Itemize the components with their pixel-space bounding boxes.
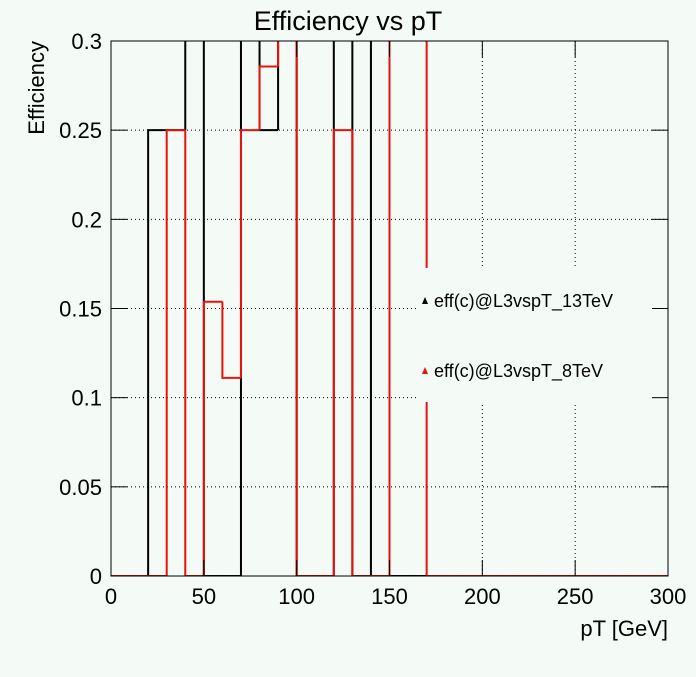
histogram-step bbox=[295, 41, 316, 576]
chart-title: Efficiency vs pT bbox=[254, 6, 443, 36]
y-tick-label: 0.1 bbox=[71, 386, 102, 411]
legend-marker bbox=[422, 297, 428, 304]
plot-area bbox=[111, 41, 668, 576]
legend-label: eff(c)@L3vspT_8TeV bbox=[434, 361, 603, 382]
y-tick-label: 0.25 bbox=[59, 118, 102, 143]
legend-label: eff(c)@L3vspT_13TeV bbox=[434, 291, 613, 312]
y-axis-title: Efficiency bbox=[24, 41, 49, 135]
y-tick-label: 0.3 bbox=[71, 29, 102, 54]
histogram-step bbox=[184, 41, 187, 131]
histogram-step bbox=[258, 65, 279, 131]
histogram-step bbox=[221, 301, 241, 379]
x-axis-title: pT [GeV] bbox=[580, 616, 668, 641]
legend: eff(c)@L3vspT_13TeV eff(c)@L3vspT_8TeV bbox=[422, 291, 613, 382]
y-tick-label: 0.05 bbox=[59, 475, 102, 500]
histogram-step bbox=[351, 130, 371, 576]
y-tick-label: 0 bbox=[90, 564, 102, 589]
x-tick-label: 100 bbox=[278, 584, 315, 609]
legend-box bbox=[418, 268, 668, 402]
histogram-step bbox=[332, 129, 353, 576]
histogram-step bbox=[202, 41, 223, 576]
y-tick-label: 0.2 bbox=[71, 207, 102, 232]
histogram-step bbox=[369, 41, 372, 576]
y-tick-label: 0.15 bbox=[59, 297, 102, 322]
histogram-step bbox=[277, 41, 280, 67]
histogram-step bbox=[147, 129, 167, 576]
histogram-step bbox=[277, 41, 280, 131]
x-tick-label: 50 bbox=[192, 584, 216, 609]
histogram-step bbox=[202, 300, 223, 576]
histogram-step bbox=[239, 129, 260, 378]
x-tick-label: 200 bbox=[464, 584, 501, 609]
axes: 0 50 100 150 200 250 300 0 0.05 0.1 0.15 0.2 0.25 0.3 bbox=[59, 29, 686, 609]
x-tick-label: 0 bbox=[105, 584, 117, 609]
legend-marker bbox=[422, 367, 428, 374]
x-tick-label: 250 bbox=[557, 584, 594, 609]
histogram-step bbox=[184, 130, 204, 576]
histogram-step bbox=[388, 41, 391, 576]
x-tick-label: 300 bbox=[650, 584, 687, 609]
histogram-step bbox=[165, 129, 186, 576]
histogram-step bbox=[239, 41, 242, 576]
histogram-step bbox=[425, 41, 446, 576]
x-tick-label: 150 bbox=[371, 584, 408, 609]
